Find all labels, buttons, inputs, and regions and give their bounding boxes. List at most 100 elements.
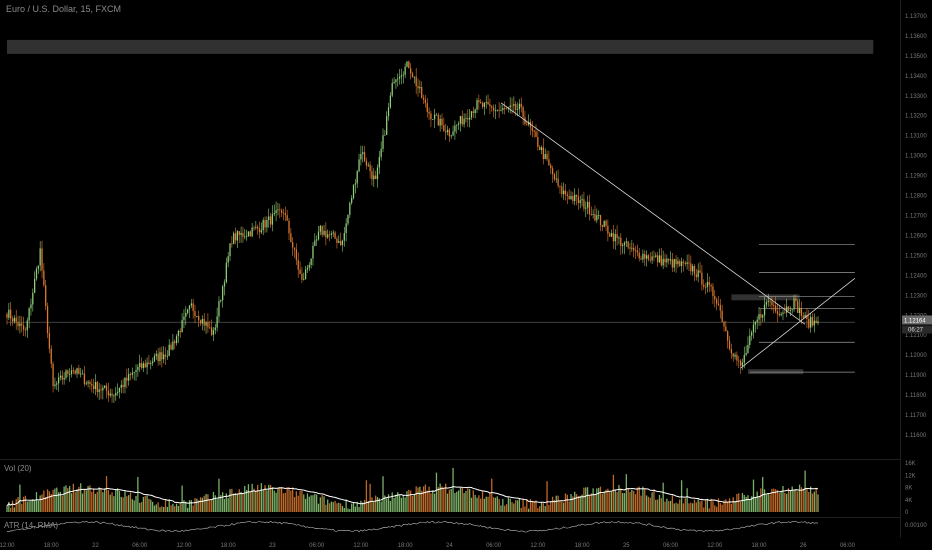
volume-bar: [185, 501, 187, 512]
volume-tick-label: 16K: [905, 461, 916, 467]
volume-bar: [98, 487, 100, 512]
candle-body: [332, 232, 334, 234]
volume-bar: [598, 487, 600, 512]
candle-body: [288, 220, 290, 234]
volume-bar: [756, 491, 758, 512]
volume-bar: [122, 497, 124, 512]
volume-bar: [378, 498, 380, 512]
symbol-title[interactable]: Euro / U.S. Dollar, 15, FXCM: [6, 4, 122, 14]
volume-bar: [468, 489, 471, 512]
volume-bar: [41, 494, 43, 512]
candle-body: [752, 324, 755, 333]
volume-bar: [151, 501, 154, 512]
candle-body: [87, 381, 89, 384]
candle-body: [467, 117, 469, 120]
candle-body: [229, 243, 231, 257]
volume-label[interactable]: Vol (20): [4, 464, 32, 473]
volume-bar: [623, 493, 626, 512]
candle-body: [675, 259, 677, 265]
candle-body: [800, 307, 803, 316]
trendline[interactable]: [500, 102, 806, 325]
volume-bar: [487, 496, 489, 512]
volume-bar: [174, 506, 176, 512]
candle-body: [745, 352, 747, 355]
candle-body: [730, 349, 733, 354]
candle-body: [257, 226, 259, 229]
candle-body: [443, 125, 445, 132]
candle-body: [54, 384, 56, 387]
candle-body: [24, 329, 27, 331]
volume-bar: [303, 494, 305, 512]
candle-body: [118, 387, 121, 392]
candle-body: [433, 114, 436, 120]
candle-body: [242, 232, 244, 237]
volume-bar: [376, 497, 379, 512]
candle-body: [139, 363, 141, 367]
volume-bar: [323, 496, 325, 512]
candle-body: [262, 220, 264, 231]
volume-bar: [540, 502, 543, 512]
candle-body: [22, 325, 25, 330]
candle-body: [535, 131, 537, 138]
volume-bar: [118, 490, 121, 512]
volume-bar: [273, 490, 275, 512]
volume-bar: [131, 499, 133, 512]
volume-bar: [34, 500, 36, 512]
candle-body: [363, 152, 366, 161]
volume-bar: [334, 500, 336, 512]
volume-bar: [264, 485, 266, 512]
candle-body: [688, 262, 690, 264]
time-axis[interactable]: 12:00 18:00 22 06:00 12:00 18:00 23 06:00 12:00 1…: [0, 543, 856, 549]
volume-bar: [161, 506, 163, 512]
candle-body: [345, 223, 347, 234]
volume-bar: [586, 487, 589, 512]
volume-tick-label: 0: [905, 510, 909, 516]
volume-bar: [763, 489, 766, 512]
candle-body: [802, 315, 804, 318]
volume-bar: [354, 506, 357, 512]
volume-bar: [384, 495, 386, 512]
candle-body: [548, 159, 550, 166]
candle-body: [124, 377, 126, 388]
candle-body: [236, 231, 239, 241]
candle-body: [76, 368, 78, 374]
candle-body: [115, 392, 117, 396]
candle-body: [754, 321, 756, 325]
candle-body: [362, 152, 364, 154]
candle-body: [384, 134, 386, 136]
volume-bar: [634, 494, 637, 512]
candle-body: [234, 233, 237, 241]
volume-bar: [470, 497, 473, 512]
candle-body: [649, 259, 651, 261]
atr-label[interactable]: ATR (14, RMA): [4, 521, 59, 530]
volume-bar: [559, 500, 561, 512]
x-tick-label: 12:00: [707, 543, 723, 549]
volume-bar: [255, 491, 257, 512]
volume-bar: [45, 496, 47, 512]
candle-body: [421, 86, 423, 98]
volume-bar: [157, 502, 159, 512]
trendline[interactable]: [740, 278, 856, 369]
candle-body: [546, 154, 548, 160]
volume-bar: [701, 500, 703, 512]
volume-ma-line: [6, 486, 819, 507]
candle-body: [609, 233, 611, 237]
volume-bar: [607, 488, 609, 512]
candle-body: [644, 253, 646, 259]
volume-bar: [216, 499, 218, 512]
volume-bar: [492, 497, 495, 512]
volume-bar: [404, 497, 406, 512]
volume-bar: [227, 498, 229, 512]
candle-body: [209, 327, 211, 329]
candle-body: [297, 260, 299, 270]
candle-body: [159, 352, 161, 362]
candle-body: [653, 256, 655, 258]
volume-bar: [544, 506, 546, 512]
candle-body: [809, 316, 812, 328]
volume-bar: [61, 495, 63, 512]
price-axis[interactable]: 1.13700 1.13600 1.13500 1.13400 1.13300 1.132…: [905, 14, 927, 439]
volume-bar: [338, 502, 340, 512]
candle-body: [35, 268, 38, 279]
candle-body: [717, 303, 720, 306]
